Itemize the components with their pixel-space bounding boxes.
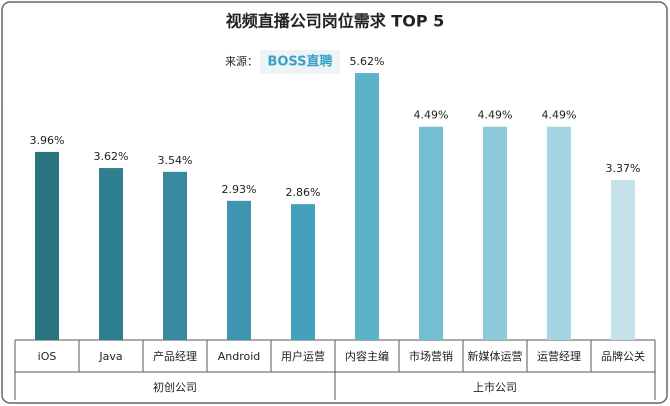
value-label: 3.37% <box>606 162 641 175</box>
bar <box>291 204 315 340</box>
x-tick-label: 新媒体运营 <box>468 349 523 363</box>
x-tick-label: 产品经理 <box>153 349 197 363</box>
value-label: 5.62% <box>350 55 385 68</box>
bar <box>35 151 59 340</box>
bar <box>99 168 123 340</box>
value-label: 4.49% <box>542 109 577 122</box>
value-label: 2.86% <box>286 186 321 199</box>
source: BOSS直聘 <box>267 54 332 70</box>
group-label: 上市公司 <box>473 380 517 394</box>
x-tick-label: 运营经理 <box>537 349 581 363</box>
bar <box>419 126 443 340</box>
source-label: 来源： <box>225 54 258 68</box>
value-label: 3.54% <box>158 154 193 167</box>
group-label: 初创公司 <box>153 380 197 394</box>
value-label: 4.49% <box>478 109 513 122</box>
x-tick-label: Android <box>218 350 261 363</box>
chart-title: 视频直播公司岗位需求 TOP 5 <box>226 12 445 31</box>
x-tick-label: Java <box>98 350 122 363</box>
x-tick-label: 市场营销 <box>409 349 453 363</box>
x-tick-label: 内容主编 <box>345 349 389 363</box>
value-label: 3.96% <box>30 134 65 147</box>
bar <box>483 126 507 340</box>
bar <box>355 73 379 341</box>
bar <box>547 126 571 340</box>
value-label: 4.49% <box>414 109 449 122</box>
x-tick-label: 品牌公关 <box>601 349 645 363</box>
value-label: 2.93% <box>222 183 257 196</box>
bar <box>227 200 251 340</box>
bar <box>163 171 187 340</box>
source-box <box>260 50 340 74</box>
x-tick-label: 用户运营 <box>281 349 325 363</box>
x-tick-label: iOS <box>38 350 57 363</box>
value-label: 3.62% <box>94 150 129 163</box>
bar <box>611 179 635 340</box>
